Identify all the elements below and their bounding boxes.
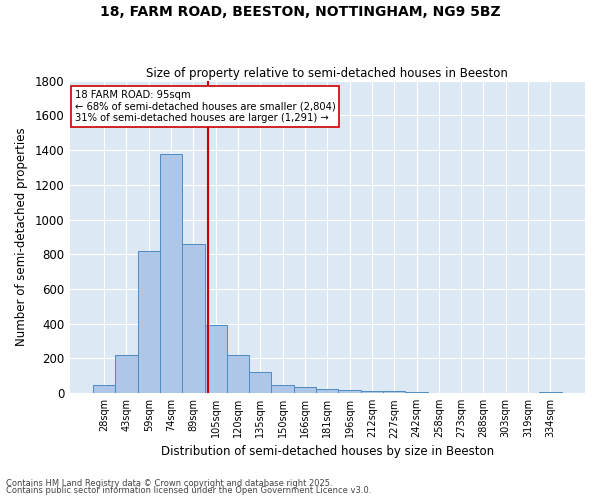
Bar xyxy=(115,355,137,393)
Bar xyxy=(406,392,428,393)
Text: Contains public sector information licensed under the Open Government Licence v3: Contains public sector information licen… xyxy=(6,486,371,495)
Text: Contains HM Land Registry data © Crown copyright and database right 2025.: Contains HM Land Registry data © Crown c… xyxy=(6,478,332,488)
Bar xyxy=(249,372,271,393)
Bar xyxy=(160,154,182,393)
Bar xyxy=(294,387,316,393)
Bar xyxy=(428,392,450,393)
Bar xyxy=(137,251,160,393)
Bar xyxy=(338,390,361,393)
Bar xyxy=(93,384,115,393)
X-axis label: Distribution of semi-detached houses by size in Beeston: Distribution of semi-detached houses by … xyxy=(161,444,494,458)
Text: 18, FARM ROAD, BEESTON, NOTTINGHAM, NG9 5BZ: 18, FARM ROAD, BEESTON, NOTTINGHAM, NG9 … xyxy=(100,5,500,19)
Title: Size of property relative to semi-detached houses in Beeston: Size of property relative to semi-detach… xyxy=(146,66,508,80)
Bar xyxy=(316,389,338,393)
Bar xyxy=(182,244,205,393)
Bar xyxy=(205,324,227,393)
Bar xyxy=(361,390,383,393)
Bar xyxy=(539,392,562,393)
Y-axis label: Number of semi-detached properties: Number of semi-detached properties xyxy=(15,128,28,346)
Bar xyxy=(271,384,294,393)
Bar xyxy=(227,355,249,393)
Text: 18 FARM ROAD: 95sqm
← 68% of semi-detached houses are smaller (2,804)
31% of sem: 18 FARM ROAD: 95sqm ← 68% of semi-detach… xyxy=(75,90,335,123)
Bar xyxy=(383,392,406,393)
